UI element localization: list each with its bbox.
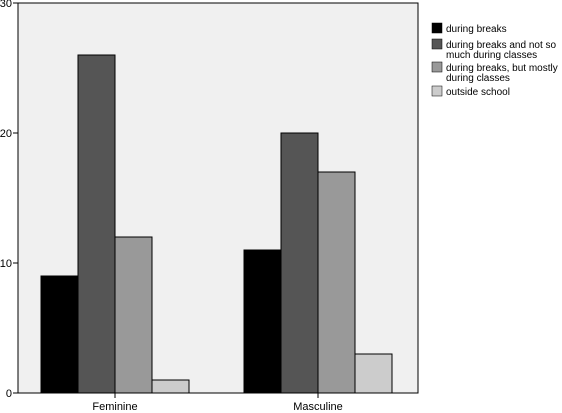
y-tick-label: 30 <box>0 0 12 10</box>
bar-feminine-series-4 <box>151 379 190 394</box>
legend-label-4: outside school <box>446 87 510 98</box>
x-tick-label-feminine: Feminine <box>92 401 137 413</box>
bar-masculine-series-2 <box>280 132 319 394</box>
x-axis: Feminine Masculine <box>92 393 343 413</box>
legend-label-2: much during classes <box>446 50 537 61</box>
y-axis: 0 10 20 30 <box>0 0 18 400</box>
bars-group <box>40 54 393 394</box>
bar-feminine-series-2 <box>77 54 116 394</box>
bar-masculine-series-3 <box>317 171 356 394</box>
x-tick-label-masculine: Masculine <box>293 401 343 413</box>
legend-label-2: during breaks and not so <box>446 40 557 51</box>
legend-swatch-1 <box>431 22 443 34</box>
y-tick-label: 10 <box>0 258 12 270</box>
legend-swatch-3 <box>431 61 443 73</box>
legend-label-3: during breaks, but mostly <box>446 63 558 74</box>
bar-masculine-series-1 <box>243 249 282 394</box>
bar-feminine-series-3 <box>114 236 153 394</box>
bar-masculine-series-4 <box>354 353 393 394</box>
legend: during breaks during breaks and not somuc… <box>431 22 558 98</box>
legend-label-1: during breaks <box>446 24 507 35</box>
bar-feminine-series-1 <box>40 275 79 394</box>
legend-swatch-2 <box>431 38 443 50</box>
y-tick-label: 20 <box>0 128 12 140</box>
legend-label-3: during classes <box>446 73 510 84</box>
legend-swatch-4 <box>431 85 443 97</box>
y-tick-label: 0 <box>6 388 12 400</box>
